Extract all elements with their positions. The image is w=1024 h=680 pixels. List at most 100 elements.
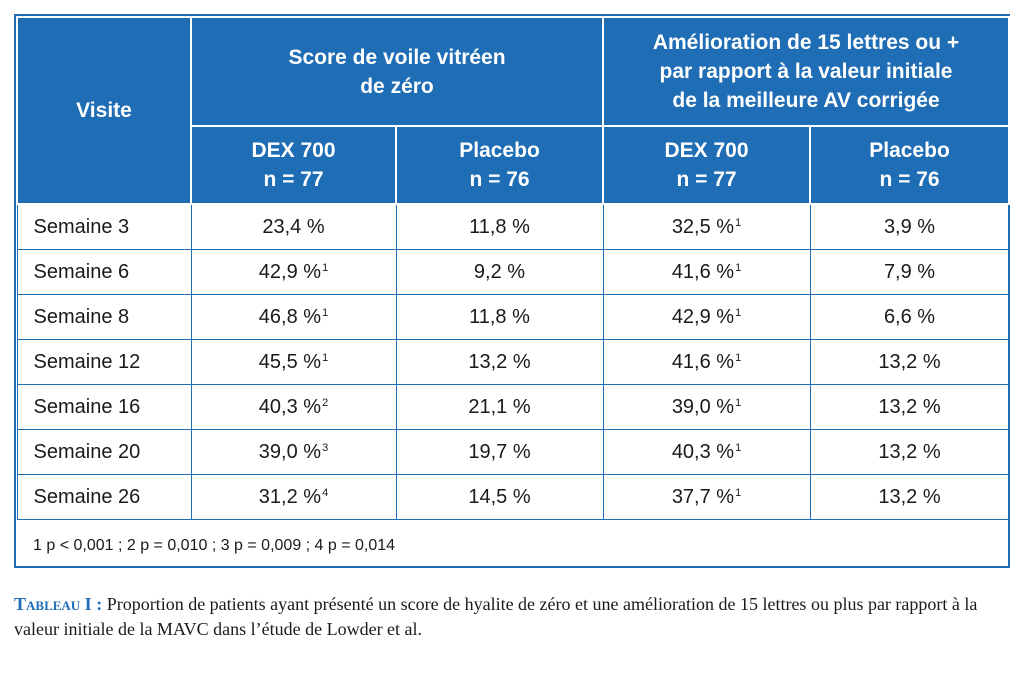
cell-value: 40,3 % [671,440,735,463]
table-row: Semaine 8 46,8 %1 11,8 % 42,9 %1 6,6 % [16,294,1010,340]
table-cell: 40,3 %1 [602,429,811,475]
table-cell: 46,8 %1 [190,294,397,340]
table-cell: 7,9 % [809,249,1010,295]
table-cell: 41,6 %1 [602,249,811,295]
table-cell: 13,2 % [809,384,1010,430]
table-cell: 42,9 %1 [602,294,811,340]
footnote-marker: 1 [735,396,742,409]
footnote-marker: 1 [322,306,329,319]
table-cell: 23,4 % [190,203,397,250]
cell-value: 39,0 % [258,440,322,463]
cell-value: 13,2 % [878,485,941,508]
table-cell: 31,2 %4 [190,474,397,520]
cell-value: 42,9 % [671,305,735,328]
table-cell: 39,0 %3 [190,429,397,475]
arm-n: n = 77 [263,168,324,191]
cell-value: 13,2 % [878,440,941,463]
header-group2-line: par rapport à la valeur initiale [659,60,953,83]
row-label: Semaine 6 [16,249,192,295]
footnote-marker: 1 [735,216,742,229]
table-cell: 13,2 % [809,339,1010,385]
header-row-groups: Visite Score de voile vitréen de zéro Am… [16,16,1011,205]
cell-value: 11,8 % [469,215,530,238]
footnote-marker: 1 [735,306,742,319]
header-group2-line: Amélioration de 15 lettres ou + [652,31,960,54]
row-label: Semaine 16 [16,384,192,430]
cell-value: 39,0 % [671,395,735,418]
cell-value: 46,8 % [258,305,322,328]
cell-value: 11,8 % [469,305,530,328]
header-row-arms: DEX 700 n = 77 Placebo n = 76 DEX 700 n … [17,125,1011,205]
footnote-marker: 3 [322,441,329,454]
header-group1-line: de zéro [360,74,434,98]
cell-value: 13,2 % [468,350,531,373]
table-cell: 40,3 %2 [190,384,397,430]
cell-value: 32,5 % [671,215,735,238]
table-caption: Tableau I : Proportion de patients ayant… [14,592,1014,642]
table-cell: 45,5 %1 [190,339,397,385]
table-cell: 14,5 % [395,474,604,520]
cell-value: 40,3 % [258,395,322,418]
arm-name: DEX 700 [664,139,749,162]
cell-value: 7,9 % [883,260,936,283]
caption-label: Tableau I : [14,594,103,614]
cell-value: 41,6 % [671,260,735,283]
table-row: Semaine 6 42,9 %1 9,2 % 41,6 %1 7,9 % [16,249,1010,295]
cell-value: 3,9 % [883,215,936,238]
header-group-bcva-improvement: Amélioration de 15 lettres ou + par rapp… [602,16,1011,127]
arm-n: n = 76 [469,168,530,191]
table-cell: 13,2 % [395,339,604,385]
arm-name: DEX 700 [251,139,336,162]
header-group1-line: Score de voile vitréen [288,45,506,69]
header-group-vitreous-haze: Score de voile vitréen de zéro [189,16,605,127]
table-cell: 37,7 %1 [602,474,811,520]
footnote: 1 p < 0,001 ; 2 p = 0,010 ; 3 p = 0,009 … [17,519,1010,572]
header-visite: Visite [16,16,192,205]
cell-value: 6,6 % [883,305,936,328]
row-label: Semaine 8 [16,294,192,340]
cell-value: 9,2 % [473,260,526,283]
footnote-marker: 2 [322,396,329,409]
arm-name: Placebo [869,139,950,162]
table-cell: 32,5 %1 [602,203,811,250]
footnote-marker: 1 [322,351,329,364]
caption-text: Proportion de patients ayant présenté un… [14,594,978,639]
footnote-marker: 1 [322,261,329,274]
arm-n: n = 77 [676,168,737,191]
cell-value: 37,7 % [671,485,735,508]
table-cell: 6,6 % [809,294,1010,340]
table-cell: 41,6 %1 [602,339,811,385]
header-arm-dex-1: DEX 700 n = 77 [190,125,397,205]
cell-value: 21,1 % [468,395,531,418]
cell-value: 31,2 % [258,485,322,508]
table-cell: 13,2 % [809,474,1010,520]
arm-n: n = 76 [879,168,940,191]
table-cell: 11,8 % [395,203,604,250]
table-cell: 39,0 %1 [602,384,811,430]
row-label: Semaine 26 [16,474,192,520]
table-cell: 19,7 % [395,429,604,475]
header-arm-placebo-2: Placebo n = 76 [809,125,1011,205]
footnote-marker: 1 [735,441,742,454]
table-row: Semaine 26 31,2 %4 14,5 % 37,7 %1 13,2 % [16,474,1010,520]
table-cell: 11,8 % [395,294,604,340]
results-table-frame: Visite Score de voile vitréen de zéro Am… [14,14,1011,572]
arm-name: Placebo [459,139,540,162]
cell-value: 13,2 % [878,350,941,373]
cell-value: 19,7 % [468,440,531,463]
footnote-marker: 1 [735,351,742,364]
footnote-marker: 4 [322,486,329,499]
table-row: Semaine 12 45,5 %1 13,2 % 41,6 %1 13,2 % [16,339,1010,385]
results-table: Visite Score de voile vitréen de zéro Am… [16,16,1011,572]
cell-value: 14,5 % [468,485,531,508]
header-arm-dex-2: DEX 700 n = 77 [602,125,812,205]
footnote-marker: 1 [735,261,742,274]
cell-value: 42,9 % [258,260,322,283]
cell-value: 45,5 % [258,350,322,373]
footnote-row: 1 p < 0,001 ; 2 p = 0,010 ; 3 p = 0,009 … [17,519,1010,572]
cell-value: 13,2 % [878,395,941,418]
table-cell: 3,9 % [809,203,1010,250]
row-label: Semaine 3 [16,203,192,250]
table-body: Semaine 3 23,4 % 11,8 % 32,5 %1 3,9 % Semaine… [16,203,1010,520]
header-group2-line: de la meilleure AV corrigée [672,89,940,112]
